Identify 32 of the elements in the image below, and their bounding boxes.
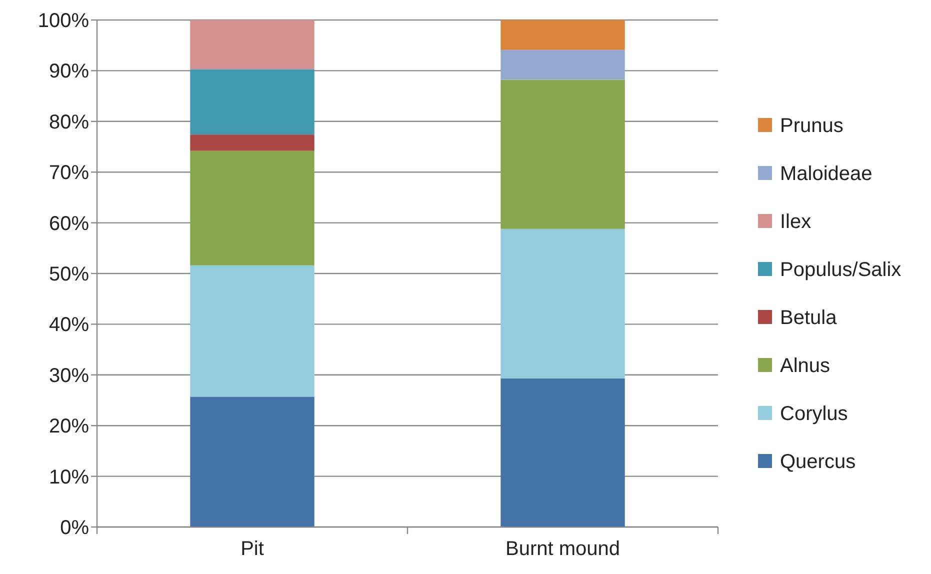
y-tick-label: 80% <box>48 111 90 134</box>
legend-label: Prunus <box>780 115 844 137</box>
bar <box>500 80 625 229</box>
bar <box>190 265 314 397</box>
legend-label: Corylus <box>780 403 848 425</box>
y-tick-label: 10% <box>48 466 90 488</box>
y-tick-label: 30% <box>48 364 90 387</box>
bar <box>190 69 314 135</box>
legend-label: Betula <box>780 307 838 329</box>
bar <box>500 50 625 80</box>
bar <box>190 396 314 527</box>
bar <box>500 20 625 50</box>
y-tick-label: 70% <box>48 162 90 184</box>
y-tick-label: 20% <box>48 416 90 438</box>
x-tick-label: Burnt mound <box>505 538 620 560</box>
y-tick-label: 50% <box>48 264 90 286</box>
legend-label: Alnus <box>780 355 830 377</box>
legend-label: Quercus <box>780 451 856 473</box>
y-tick-label: 0% <box>60 517 90 539</box>
y-tick-label: 100% <box>38 10 90 32</box>
y-tick-label: 60% <box>48 212 90 235</box>
legend-label: Ilex <box>780 211 812 233</box>
bar <box>190 134 314 151</box>
bar <box>500 378 625 527</box>
y-tick-label: 40% <box>48 314 90 336</box>
x-tick-label: Pit <box>240 538 264 560</box>
legend-label: Populus/Salix <box>780 259 902 281</box>
bar <box>500 228 625 378</box>
bar <box>190 20 314 70</box>
legend-label: Maloideae <box>780 163 872 185</box>
y-tick-label: 90% <box>48 60 90 83</box>
bar <box>190 150 314 266</box>
